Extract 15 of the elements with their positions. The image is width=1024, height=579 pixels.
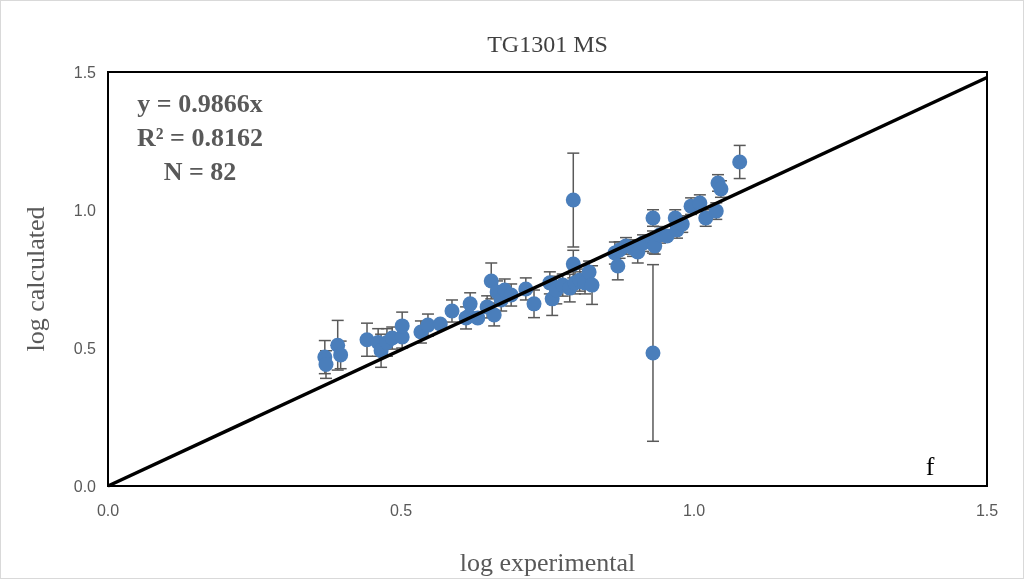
- annotation: f: [925, 452, 935, 481]
- y-tick-label: 0.5: [73, 340, 97, 357]
- x-tick-label: 1.5: [975, 502, 999, 519]
- annotation: N = 82: [163, 157, 237, 186]
- annotation: y = 0.9866x: [137, 89, 263, 118]
- x-tick-label: 0.0: [96, 502, 120, 519]
- x-tick-label: 0.5: [389, 502, 413, 519]
- chart-title: TG1301 MS: [487, 31, 608, 57]
- y-tick-label: 1.5: [73, 64, 97, 81]
- annotation: R² = 0.8162: [137, 123, 263, 152]
- y-tick-label: 1.0: [73, 202, 97, 219]
- y-axis-title: log calculated: [21, 206, 50, 352]
- y-tick-label: 0.0: [73, 478, 97, 495]
- x-axis-title: log experimental: [459, 548, 636, 577]
- x-tick-label: 1.0: [682, 502, 706, 519]
